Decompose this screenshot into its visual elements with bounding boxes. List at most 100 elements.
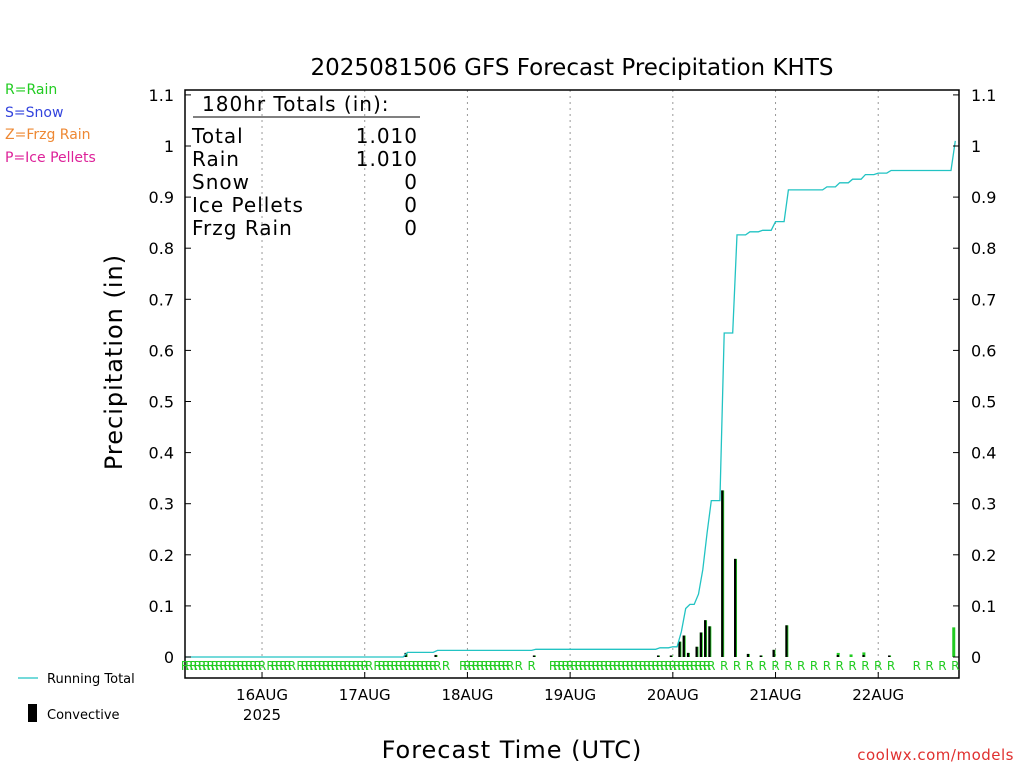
ptype-marker: R	[848, 659, 856, 673]
ptype-marker: R	[288, 659, 296, 673]
ptype-marker: R	[677, 659, 685, 673]
ptype-marker: R	[429, 659, 437, 673]
ptype-marker: R	[673, 659, 681, 673]
ptype-marker: R	[485, 659, 493, 673]
precip-bar-convective	[678, 641, 681, 657]
ptype-marker: R	[472, 659, 480, 673]
ptype-marker: R	[557, 659, 565, 673]
ptype-marker: R	[181, 659, 189, 673]
ptype-marker: R	[887, 659, 895, 673]
ptype-marker: R	[395, 659, 403, 673]
totals-row-label: Total	[191, 124, 244, 148]
chart-title: 2025081506 GFS Forecast Precipitation KH…	[311, 55, 834, 81]
y-tick-label-right: 0.1	[971, 597, 996, 616]
x-tick-label: 19AUG	[544, 686, 596, 704]
ptype-marker: R	[587, 659, 595, 673]
series-legend: Running Total Convective	[18, 672, 135, 723]
ptype-marker: R	[583, 659, 591, 673]
precip-bar-convective	[746, 653, 750, 657]
ptype-marker: R	[189, 659, 197, 673]
x-tick-label: 20AUG	[647, 686, 699, 704]
ptype-marker: R	[681, 659, 689, 673]
x-tick-label: 16AUG	[236, 686, 288, 704]
y-tick-label-left: 0	[164, 648, 174, 667]
ptype-marker: R	[861, 659, 869, 673]
ptype-marker: R	[207, 659, 215, 673]
legend-snow: S=Snow	[5, 105, 64, 121]
ptype-marker: R	[746, 659, 754, 673]
legend-ice-pellets: P=Ice Pellets	[5, 150, 96, 166]
ptype-marker: R	[493, 659, 501, 673]
ptype-marker: R	[373, 659, 381, 673]
ptype-marker: R	[305, 659, 313, 673]
ptype-marker: R	[913, 659, 921, 673]
precip-bar-convective	[708, 626, 711, 657]
ptype-marker: R	[489, 659, 497, 673]
totals-row-value: 1.010	[356, 147, 418, 171]
y-tick-label-right: 0.3	[971, 495, 996, 514]
y-tick-label-right: 0.5	[971, 393, 996, 412]
ptype-marker: R	[600, 659, 608, 673]
ptype-marker: R	[562, 659, 570, 673]
ptype-marker: R	[694, 659, 702, 673]
ptype-marker: R	[309, 659, 317, 673]
ptype-marker: R	[339, 659, 347, 673]
precip-bar-convective	[434, 654, 437, 657]
ptype-marker: R	[874, 659, 882, 673]
ptype-marker: R	[643, 659, 651, 673]
grid-lines	[261, 90, 879, 678]
x-tick-sublabel: 2025	[243, 706, 281, 724]
precip-bar-convective	[836, 654, 839, 657]
y-tick-label-right: 0.6	[971, 341, 996, 360]
x-tick-label: 22AUG	[852, 686, 904, 704]
ptype-marker: R	[185, 659, 193, 673]
x-tick-label: 18AUG	[441, 686, 493, 704]
ptype-marker: R	[553, 659, 561, 673]
totals-box: 180hr Totals (in): Total 1.010 Rain 1.010 Sn…	[191, 92, 420, 240]
precip-bar-convective	[721, 490, 724, 657]
ptype-marker: R	[301, 659, 309, 673]
ptype-marker: R	[335, 659, 343, 673]
legend-frzg-rain: Z=Frzg Rain	[5, 127, 91, 143]
y-tick-label-left: 1.1	[149, 86, 174, 105]
ptype-marker: R	[271, 659, 279, 673]
ptype-marker: R	[733, 659, 741, 673]
totals-row-label: Snow	[192, 170, 250, 194]
y-tick-label-right: 1	[971, 137, 981, 156]
ptype-marker: R	[249, 659, 257, 673]
ptype-marker: R	[245, 659, 253, 673]
ptype-marker: R	[515, 659, 523, 673]
ptype-marker: R	[318, 659, 326, 673]
ptype-marker: R	[592, 659, 600, 673]
ptype-marker: R	[686, 659, 694, 673]
ptype-marker: R	[408, 659, 416, 673]
y-tick-label-right: 0.4	[971, 444, 996, 463]
totals-row-value: 0	[404, 170, 418, 194]
ptype-marker: R	[352, 659, 360, 673]
ptype-marker: R	[596, 659, 604, 673]
ptype-marker: R	[699, 659, 707, 673]
x-axis-label: Forecast Time (UTC)	[382, 736, 643, 764]
totals-row-label: Rain	[192, 147, 240, 171]
ptype-marker: R	[639, 659, 647, 673]
y-tick-label-left: 0.7	[149, 290, 174, 309]
ptype-marker: R	[810, 659, 818, 673]
ptype-marker: R	[403, 659, 411, 673]
ptype-marker: R	[836, 659, 844, 673]
ptype-marker: R	[198, 659, 206, 673]
precip-bar-total	[862, 652, 866, 657]
ptype-marker: R	[382, 659, 390, 673]
precip-bar-convective	[532, 655, 536, 657]
ptype-marker: R	[707, 659, 715, 673]
totals-row-value: 1.010	[356, 124, 418, 148]
ptype-marker: R	[399, 659, 407, 673]
ptype-marker: R	[416, 659, 424, 673]
precip-bar-convective	[699, 632, 702, 657]
y-tick-label-right: 1.1	[971, 86, 996, 105]
ptype-marker: R	[497, 659, 505, 673]
ptype-marker: R	[759, 659, 767, 673]
y-tick-label-right: 0.9	[971, 188, 996, 207]
y-tick-label-left: 0.6	[149, 341, 174, 360]
ptype-marker: R	[331, 659, 339, 673]
